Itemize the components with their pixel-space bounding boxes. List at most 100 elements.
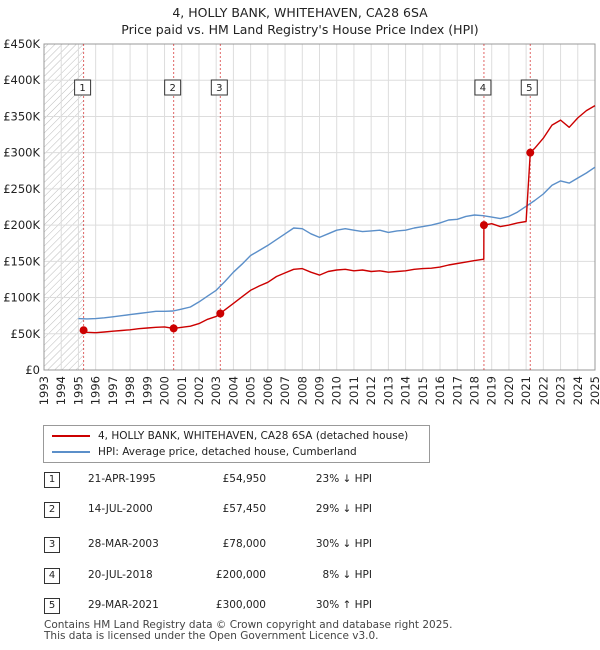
x-tick-label: 1997: [106, 376, 120, 405]
plot-border: [43, 43, 596, 371]
x-tick-label: 1994: [54, 376, 68, 405]
sale-number-badge: 1: [44, 472, 60, 488]
chart-subtitle: Price paid vs. HM Land Registry's House …: [121, 22, 479, 37]
y-tick-label: £0: [25, 363, 40, 377]
y-tick-label: £400K: [3, 73, 40, 87]
x-tick-label: 2012: [364, 376, 378, 405]
sale-date: 21-APR-1995: [88, 473, 156, 485]
footer: Contains HM Land Registry data © Crown c…: [44, 620, 452, 642]
sale-date: 20-JUL-2018: [88, 569, 153, 581]
sale-hpi-diff: 29% ↓ HPI: [315, 503, 372, 515]
legend-swatch-hpi: [52, 451, 90, 453]
sale-price: £300,000: [215, 599, 266, 611]
legend-item-property: 4, HOLLY BANK, WHITEHAVEN, CA28 6SA (det…: [52, 429, 408, 443]
y-tick-label: £350K: [3, 109, 40, 123]
x-tick-label: 2006: [261, 376, 275, 405]
y-tick-label: £450K: [3, 37, 40, 51]
sale-point: [526, 148, 535, 157]
sale-hpi-diff: 23% ↓ HPI: [315, 473, 372, 485]
x-tick-label: 2015: [416, 376, 430, 405]
footer-licence: This data is licensed under the Open Gov…: [44, 630, 379, 642]
sale-row: 2 14-JUL-2000 £57,450 29% ↓ HPI: [44, 502, 404, 520]
sale-number-badge: 2: [44, 502, 60, 518]
sale-number-badge: 3: [44, 537, 60, 553]
sale-point: [216, 309, 225, 318]
x-tick-label: 2013: [381, 376, 395, 405]
sale-date: 29-MAR-2021: [88, 599, 159, 611]
x-tick-label: 2016: [433, 376, 447, 405]
x-tick-label: 2003: [209, 376, 223, 405]
sale-hpi-diff: 30% ↓ HPI: [315, 538, 372, 550]
hatched-region: [44, 44, 84, 370]
y-tick-label: £100K: [3, 291, 40, 305]
x-tick-label: 1993: [37, 376, 51, 405]
sale-price: £57,450: [222, 503, 266, 515]
sale-price: £54,950: [222, 473, 266, 485]
legend-label-hpi: HPI: Average price, detached house, Cumb…: [98, 446, 357, 458]
x-tick-label: 2022: [536, 376, 550, 405]
y-tick-label: £50K: [11, 327, 41, 341]
x-tick-label: 2009: [313, 376, 327, 405]
price-chart: £0 £50K £100K £150K £200K £250K £300K £350K £400…: [3, 37, 600, 405]
legend-swatch-property: [52, 435, 90, 437]
legend: 4, HOLLY BANK, WHITEHAVEN, CA28 6SA (det…: [43, 425, 430, 463]
sale-date: 14-JUL-2000: [88, 503, 153, 515]
hpi-series-line: [78, 166, 596, 320]
sale-number-box: [520, 79, 538, 96]
x-tick-label: 2025: [588, 376, 600, 405]
sale-row: 1 21-APR-1995 £54,950 23% ↓ HPI: [44, 472, 404, 490]
sale-number-label: 5: [526, 83, 532, 94]
x-tick-label: 2004: [226, 376, 240, 405]
x-tick-label: 1999: [140, 376, 154, 405]
sale-number-box: [474, 79, 492, 96]
x-tick-label: 2008: [295, 376, 309, 405]
sale-price: £78,000: [222, 538, 266, 550]
x-tick-label: 2018: [467, 376, 481, 405]
x-tick-label: 2011: [347, 376, 361, 405]
y-tick-label: £300K: [3, 146, 40, 160]
x-tick-label: 1995: [71, 376, 85, 405]
x-tick-label: 1998: [123, 376, 137, 405]
sale-number-badge: 5: [44, 598, 60, 614]
x-tick-label: 2000: [158, 376, 172, 405]
chart-title: 4, HOLLY BANK, WHITEHAVEN, CA28 6SA: [172, 5, 428, 20]
sale-hpi-diff: 8% ↓ HPI: [322, 569, 372, 581]
sale-hpi-diff: 30% ↑ HPI: [315, 599, 372, 611]
sale-row: 5 29-MAR-2021 £300,000 30% ↑ HPI: [44, 598, 404, 616]
legend-label-property: 4, HOLLY BANK, WHITEHAVEN, CA28 6SA (det…: [98, 430, 409, 442]
sale-point: [169, 324, 178, 333]
x-tick-label: 2024: [571, 376, 585, 405]
sale-number-badge: 4: [44, 568, 60, 584]
sale-number-label: 4: [480, 83, 486, 94]
x-tick-label: 2007: [278, 376, 292, 405]
sale-number-label: 1: [79, 83, 85, 94]
sale-date: 28-MAR-2003: [88, 538, 159, 550]
x-tick-label: 2001: [175, 376, 189, 405]
y-tick-label: £150K: [3, 254, 40, 268]
sale-price: £200,000: [215, 569, 266, 581]
x-tick-label: 2020: [502, 376, 516, 405]
footer-copyright: Contains HM Land Registry data © Crown c…: [44, 619, 453, 631]
x-tick-label: 2023: [554, 376, 568, 405]
x-tick-label: 2014: [399, 376, 413, 405]
sale-number-label: 2: [169, 83, 175, 94]
y-tick-label: £200K: [3, 218, 40, 232]
x-tick-label: 2002: [192, 376, 206, 405]
sale-number-box: [210, 79, 228, 96]
property-series-line: [83, 104, 596, 334]
x-tick-label: 2017: [450, 376, 464, 405]
x-tick-label: 2019: [485, 376, 499, 405]
x-tick-label: 2021: [519, 376, 533, 405]
sale-number-box: [164, 79, 182, 96]
legend-item-hpi: HPI: Average price, detached house, Cumb…: [52, 445, 357, 459]
x-tick-label: 2005: [244, 376, 258, 405]
sale-point: [479, 221, 488, 230]
y-tick-label: £250K: [3, 182, 40, 196]
x-tick-label: 2010: [330, 376, 344, 405]
sale-number-box: [74, 79, 92, 96]
sale-row: 4 20-JUL-2018 £200,000 8% ↓ HPI: [44, 568, 404, 586]
sale-point: [79, 326, 88, 335]
sale-number-label: 3: [216, 83, 222, 94]
x-tick-label: 1996: [89, 376, 103, 405]
sale-row: 3 28-MAR-2003 £78,000 30% ↓ HPI: [44, 537, 404, 555]
